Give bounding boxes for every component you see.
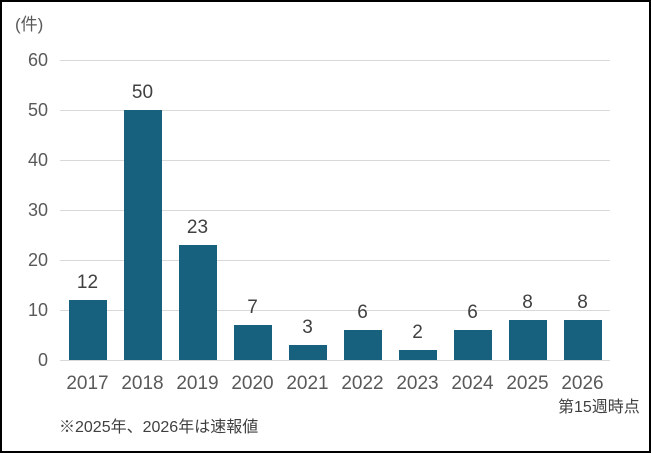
data-label-2025: 8	[522, 292, 533, 314]
data-label-2018: 50	[131, 82, 154, 104]
bar-2018	[123, 110, 162, 360]
x-axis-label-2020: 2020	[231, 373, 274, 394]
y-axis-tick-label-10: 10	[27, 300, 48, 320]
data-label-2024: 6	[467, 302, 478, 324]
x-axis-label-2018: 2018	[121, 373, 164, 394]
bar-2023	[398, 350, 437, 360]
y-axis-tick-label-20: 20	[27, 250, 48, 270]
data-label-2026: 8	[577, 292, 588, 314]
bar-2017	[68, 300, 107, 360]
x-axis-label-2021: 2021	[286, 373, 329, 394]
plot-area: 0 10 20 30 40 50 60 12 2017 50 2018 23 2019 7 2020 3 202…	[28, 51, 610, 394]
y-axis-tick-label-30: 30	[27, 200, 48, 220]
x-axis-label-2025: 2025	[506, 373, 549, 394]
y-axis-tick-label-50: 50	[27, 100, 48, 120]
bar-2026	[563, 320, 602, 360]
x-axis-label-2024: 2024	[451, 373, 494, 394]
gridline-20	[60, 260, 610, 261]
x-axis-label-2017: 2017	[66, 373, 109, 394]
data-label-2020: 7	[247, 297, 258, 319]
gridline-50	[60, 110, 610, 111]
data-label-2022: 6	[357, 302, 368, 324]
bar-2021	[288, 345, 327, 360]
data-label-2017: 12	[76, 272, 99, 294]
bar-2019	[178, 245, 217, 360]
data-label-2023: 2	[412, 322, 423, 344]
y-axis-tick-label-0: 0	[37, 350, 48, 370]
y-axis-tick-label-60: 60	[27, 50, 48, 70]
data-label-2021: 3	[302, 317, 313, 339]
gridline-0	[60, 360, 610, 361]
data-label-2019: 23	[186, 217, 209, 239]
x-axis-period-note: 第15週時点	[558, 399, 640, 416]
bar-2024	[453, 330, 492, 360]
chart-footnote: ※2025年、2026年は速報値	[59, 419, 259, 436]
y-axis-tick-label-40: 40	[27, 150, 48, 170]
y-axis-unit-label: (件)	[15, 15, 44, 34]
x-axis-label-2019: 2019	[176, 373, 219, 394]
gridline-30	[60, 210, 610, 211]
bar-2025	[508, 320, 547, 360]
x-axis-label-2023: 2023	[396, 373, 439, 394]
x-axis-label-2026: 2026	[561, 373, 604, 394]
gridline-10	[60, 310, 610, 311]
gridline-60	[60, 60, 610, 61]
x-axis-label-2022: 2022	[341, 373, 384, 394]
gridline-40	[60, 160, 610, 161]
bar-2022	[343, 330, 382, 360]
bar-2020	[233, 325, 272, 360]
